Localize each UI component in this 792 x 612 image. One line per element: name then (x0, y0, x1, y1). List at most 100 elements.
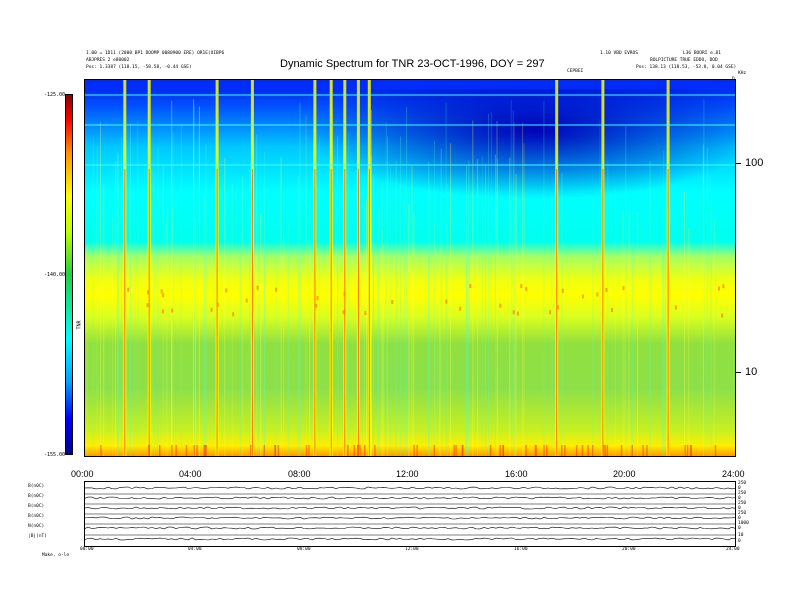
texture-streak (297, 175, 299, 457)
colorbar-label: TNR (76, 320, 83, 330)
hot-spot (674, 305, 677, 310)
low-freq-spike (535, 445, 537, 457)
texture-streak (440, 148, 442, 457)
texture-streak (465, 165, 467, 457)
texture-streak (242, 177, 244, 457)
texture-streak (649, 161, 651, 457)
low-freq-spike (587, 445, 589, 457)
hot-spot (232, 312, 235, 317)
burst-core-0 (124, 169, 126, 457)
texture-streak (309, 204, 311, 457)
header-info-right-1: 1.10 VBD EVROS (600, 51, 638, 56)
header-mid-label: CEPBEI (567, 69, 584, 74)
low-freq-spike (546, 445, 548, 457)
texture-streak (276, 248, 277, 457)
low-freq-spike (305, 445, 308, 457)
texture-streak (121, 137, 122, 457)
texture-streak (713, 218, 715, 457)
burst-core-6 (344, 169, 346, 457)
texture-streak (408, 204, 410, 457)
texture-streak (172, 132, 174, 457)
texture-streak (299, 103, 301, 457)
hot-spot (315, 303, 318, 308)
texture-streak (264, 186, 266, 457)
low-freq-spike (525, 445, 527, 457)
burst-core-4 (314, 169, 316, 457)
panel-label-2: B(n0C) (28, 494, 45, 499)
y-tick-mark-10 (736, 372, 741, 373)
low-freq-spike (499, 445, 501, 457)
y-tick-10: 10 (745, 366, 758, 378)
bottom-tick-3: 12:00 (405, 547, 419, 552)
low-freq-spike (175, 445, 177, 457)
low-freq-spike (374, 445, 376, 457)
texture-streak (400, 136, 402, 457)
texture-streak (607, 160, 609, 457)
low-freq-spike (453, 445, 455, 457)
texture-streak (466, 198, 468, 457)
texture-streak (615, 191, 616, 457)
spectrogram (84, 79, 736, 457)
texture-streak (709, 176, 711, 457)
horizontal-line-0 (84, 94, 736, 96)
texture-streak (703, 99, 705, 457)
horizontal-line-2 (84, 164, 736, 166)
low-freq-spike (433, 445, 436, 457)
low-freq-spike (606, 445, 609, 457)
burst-core-1 (148, 169, 150, 457)
low-freq-spike (274, 445, 277, 457)
hot-spot (499, 303, 502, 308)
colorbar-tick-top: -125.00 (44, 92, 66, 98)
panel-right-4a: 250 (738, 511, 747, 516)
texture-streak (194, 104, 195, 457)
texture-streak (631, 242, 633, 457)
top-strip (84, 79, 736, 89)
texture-streak (264, 151, 265, 457)
hot-spot (549, 310, 551, 315)
hot-spot (525, 286, 528, 291)
hot-spot (127, 287, 130, 292)
low-freq-spike (564, 445, 566, 457)
low-freq-spike (714, 445, 717, 457)
low-freq-spike (604, 445, 607, 457)
texture-streak (370, 155, 372, 457)
texture-streak (112, 217, 114, 457)
panel-trace-5 (84, 537, 736, 541)
texture-streak (125, 152, 127, 457)
texture-streak (706, 147, 708, 457)
bottom-tick-6: 24:00 (726, 547, 740, 552)
texture-streak (481, 156, 483, 457)
x-tick-0: 00:00 (71, 469, 94, 479)
low-freq-spike (353, 445, 356, 457)
texture-streak (711, 190, 712, 457)
panel-label-4: B(n0C) (28, 514, 45, 519)
texture-streak (249, 170, 251, 457)
hot-spot (216, 302, 219, 307)
texture-streak (381, 182, 383, 457)
texture-streak (224, 158, 226, 457)
panel-right-3a: 250 (738, 501, 747, 506)
panel-right-6a: 10 (738, 533, 744, 538)
panel-right-4b: 0 (738, 516, 741, 521)
low-freq-spike (413, 445, 415, 457)
hot-spot (162, 293, 165, 298)
hot-spot (210, 307, 213, 312)
bottom-left-label: Make. o-lo (42, 553, 70, 558)
hot-spot (556, 305, 559, 310)
texture-streak (684, 191, 685, 457)
texture-streak (117, 151, 119, 457)
texture-streak (151, 167, 153, 457)
texture-streak (497, 158, 499, 457)
texture-streak (663, 150, 665, 457)
texture-streak (434, 140, 435, 457)
texture-streak (702, 144, 704, 457)
texture-streak (428, 162, 430, 457)
hot-spot (146, 303, 149, 308)
hot-spot (343, 292, 346, 297)
texture-streak (167, 208, 168, 457)
hot-spot (561, 288, 564, 293)
low-freq-spike (196, 445, 198, 457)
panel-label-3: B(n0C) (28, 504, 45, 509)
texture-streak (240, 241, 242, 457)
texture-streak (512, 110, 514, 457)
